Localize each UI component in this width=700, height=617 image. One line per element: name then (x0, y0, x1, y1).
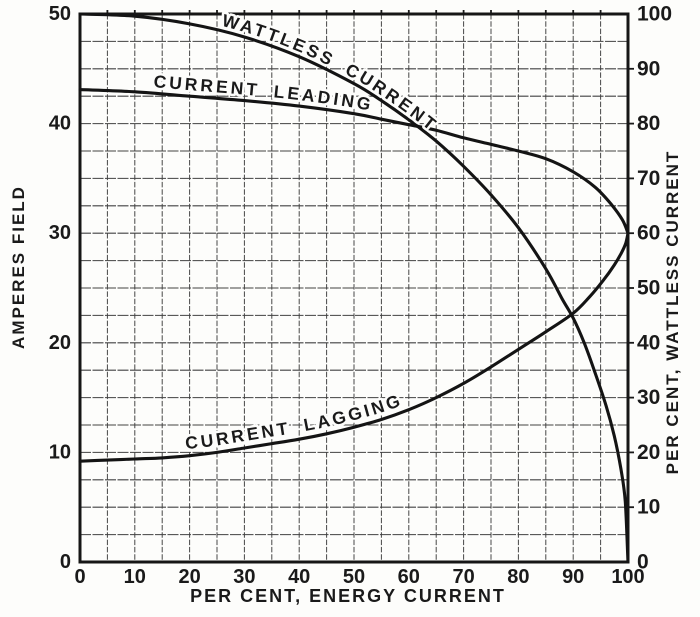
tick-label-x: 40 (288, 566, 310, 588)
tick-label-x: 70 (452, 566, 474, 588)
y-right-axis-title: PER CENT, WATTLESS CURRENT (663, 150, 682, 475)
tick-label-y-right: 90 (637, 57, 660, 80)
tick-label-x: 80 (507, 566, 529, 588)
tick-label-y-left: 50 (49, 3, 71, 25)
curve-current-lagging (78, 231, 630, 463)
tick-label-y-left: 40 (49, 113, 71, 135)
tick-label-y-right: 70 (637, 167, 660, 190)
series-layer (78, 12, 630, 564)
tick-label-y-right: 80 (637, 112, 660, 135)
tick-label-y-left: 30 (49, 222, 71, 244)
tick-label-x: 30 (233, 566, 255, 588)
tick-label-x: 0 (74, 566, 85, 588)
tick-label-x: 60 (398, 566, 420, 588)
tick-label-y-left: 10 (49, 441, 71, 463)
tick-label-y-right: 0 (637, 551, 649, 574)
curve-wattless-current (78, 12, 630, 564)
tick-label-x: 10 (124, 566, 146, 588)
x-axis-title: PER CENT, ENERGY CURRENT (190, 586, 506, 606)
tick-label-x: 100 (611, 566, 644, 588)
tick-label-y-right: 60 (637, 222, 660, 245)
tick-label-y-right: 30 (637, 386, 660, 409)
tick-label-y-left: 0 (60, 551, 71, 573)
grid-layer (80, 14, 628, 562)
tick-label-x: 50 (343, 566, 365, 588)
plot-border (78, 12, 630, 564)
tick-label-y-left: 20 (49, 332, 71, 354)
tick-label-y-right: 50 (637, 277, 660, 300)
tick-label-x: 90 (562, 566, 584, 588)
tick-label-x: 20 (178, 566, 200, 588)
tick-label-y-right: 20 (637, 441, 660, 464)
y-left-axis-title: AMPERES FIELD (9, 185, 28, 349)
tick-label-y-right: 10 (637, 496, 660, 519)
tick-label-y-right: 40 (637, 331, 660, 354)
tick-label-y-right: 100 (637, 3, 672, 26)
curve-current-leading (78, 88, 630, 235)
